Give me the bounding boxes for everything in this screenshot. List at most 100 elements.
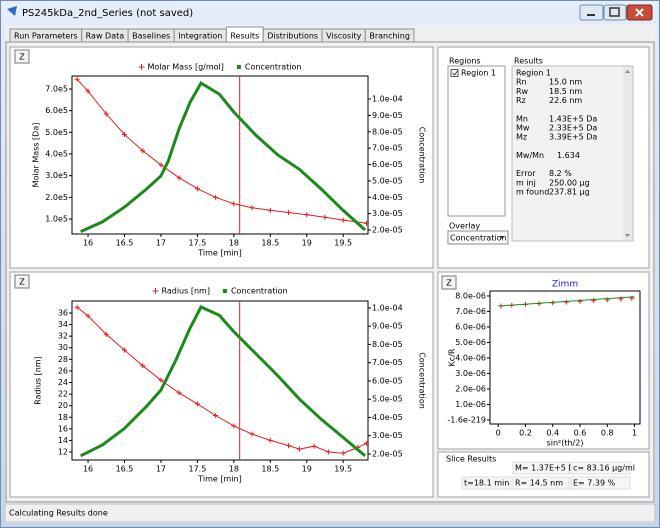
y-tick-label: 3.0e5 xyxy=(45,171,68,180)
result-value: 1.634 xyxy=(557,151,580,160)
y-tick-label: 7.0e-06 xyxy=(455,307,486,316)
legend-label: Concentration xyxy=(231,287,288,296)
data-point xyxy=(296,446,302,452)
x-tick-label: 17.5 xyxy=(188,465,206,474)
result-value: 2.33E+5 Da xyxy=(549,124,597,133)
y-tick-label: 6.0e-06 xyxy=(455,322,486,331)
result-name: Rz xyxy=(516,96,526,105)
legend: Radius [nm] Concentration xyxy=(152,287,288,296)
data-point xyxy=(194,401,200,407)
x-tick-label: 19.5 xyxy=(334,239,352,248)
y-tick-label: 30 xyxy=(58,343,68,352)
data-point xyxy=(103,111,109,117)
y2-tick-label: 9.0e-05 xyxy=(372,111,403,120)
y-tick-label: 2.0e5 xyxy=(45,193,68,202)
y-tick-label: 20 xyxy=(58,401,68,410)
data-point xyxy=(286,210,292,216)
y-tick-label: 32 xyxy=(58,332,68,341)
x-tick-label: 18.5 xyxy=(261,239,279,248)
y2-tick-label: 4.0e-05 xyxy=(372,413,403,422)
y2-tick-label: 3.0e-05 xyxy=(372,209,403,218)
data-point xyxy=(311,443,317,449)
data-point xyxy=(176,390,182,396)
zoom-button[interactable] xyxy=(14,274,30,289)
result-name: m found xyxy=(516,188,549,197)
data-point xyxy=(74,76,80,82)
y-tick-label: 1.0e-06 xyxy=(455,400,486,409)
legend-marker xyxy=(152,288,159,294)
result-value: 22.6 nm xyxy=(549,96,582,105)
data-point xyxy=(140,363,146,369)
tab-label: Run Parameters xyxy=(14,32,78,41)
check-glyph xyxy=(452,70,458,76)
minimize-button[interactable] xyxy=(579,4,604,21)
y2-tick-label: 9.0e-05 xyxy=(372,322,403,331)
result-value: 237.81 µg xyxy=(549,188,590,197)
slice-title: Slice Results xyxy=(446,455,496,464)
slice-value: E= 7.39 % xyxy=(573,479,616,488)
data-point xyxy=(85,313,91,319)
y2-tick-label: 7.0e-05 xyxy=(372,358,403,367)
y2-tick-label: 1.0e-04 xyxy=(372,95,403,104)
y-tick-label: 14 xyxy=(58,436,68,445)
result-name: Error xyxy=(516,169,536,178)
x-tick-label: 0.4 xyxy=(546,429,559,438)
data-point xyxy=(176,175,182,181)
y2-tick-label: 3.0e-05 xyxy=(372,431,403,440)
zoom-button[interactable] xyxy=(441,275,457,290)
results-scrollbar xyxy=(623,67,632,240)
y2-tick-label: 8.0e-05 xyxy=(372,340,403,349)
y2-tick-label: 2.0e-05 xyxy=(372,449,403,458)
series-line xyxy=(498,296,635,307)
x-tick-label: 19 xyxy=(302,239,312,248)
y2-tick-label: 4.0e-05 xyxy=(372,193,403,202)
region-checkbox[interactable] xyxy=(450,69,459,77)
data-point xyxy=(286,443,292,449)
y-tick-label: 8.0e-06 xyxy=(455,291,486,300)
data-point xyxy=(121,347,127,353)
legend-marker xyxy=(222,289,227,293)
tab-label: Results xyxy=(230,32,259,41)
legend-label: Concentration xyxy=(245,63,302,72)
data-point xyxy=(194,186,200,192)
y-tick-label: 18 xyxy=(58,413,68,422)
y-tick-label: 24 xyxy=(58,378,68,387)
y2-tick-label: 5.0e-05 xyxy=(372,176,403,185)
series-line xyxy=(80,305,367,458)
plot-frame xyxy=(71,300,369,461)
data-point xyxy=(231,201,237,207)
status-bar xyxy=(4,503,656,523)
tab-label: Distributions xyxy=(267,32,318,41)
window-title: PS245kDa_2nd_Series (not saved) xyxy=(22,8,193,19)
y2-tick-label: 6.0e-05 xyxy=(372,376,403,385)
zoom-button-label: Z xyxy=(19,278,25,287)
data-point xyxy=(158,377,164,383)
y-tick-label: 4.0e-06 xyxy=(455,353,486,362)
tab-label: Branching xyxy=(369,32,410,41)
overlay-dropdown[interactable] xyxy=(447,230,509,245)
data-point xyxy=(340,217,346,223)
x-tick-label: 19.5 xyxy=(334,465,352,474)
slice-cell xyxy=(512,476,570,490)
overlay-label: Overlay xyxy=(449,222,480,231)
y-tick-label: 3.0e-06 xyxy=(455,369,486,378)
x-tick-label: 17.5 xyxy=(188,239,206,248)
regions-list xyxy=(447,65,506,217)
result-value: 3.39E+5 Da xyxy=(549,133,597,142)
y-axis-label: Kc/R xyxy=(448,348,457,366)
result-name: Mw/Mn xyxy=(516,151,544,160)
zoom-button[interactable] xyxy=(14,49,30,64)
x-tick-label: 1 xyxy=(632,429,637,438)
y-tick-label: -1.6e-219 xyxy=(447,415,486,424)
slice-value: R= 14.5 nm xyxy=(515,479,563,488)
data-point xyxy=(267,437,273,443)
slice-cell xyxy=(570,476,631,490)
region-label: Region 1 xyxy=(461,69,496,78)
y-tick-label: 12 xyxy=(58,448,68,457)
legend: Molar Mass [g/mol] Concentration xyxy=(138,63,302,72)
chart-title: Zimm xyxy=(552,280,578,290)
zoom-button-label: Z xyxy=(19,53,25,62)
plot-frame xyxy=(71,75,369,235)
y2-axis-label: Concentration xyxy=(418,352,427,409)
